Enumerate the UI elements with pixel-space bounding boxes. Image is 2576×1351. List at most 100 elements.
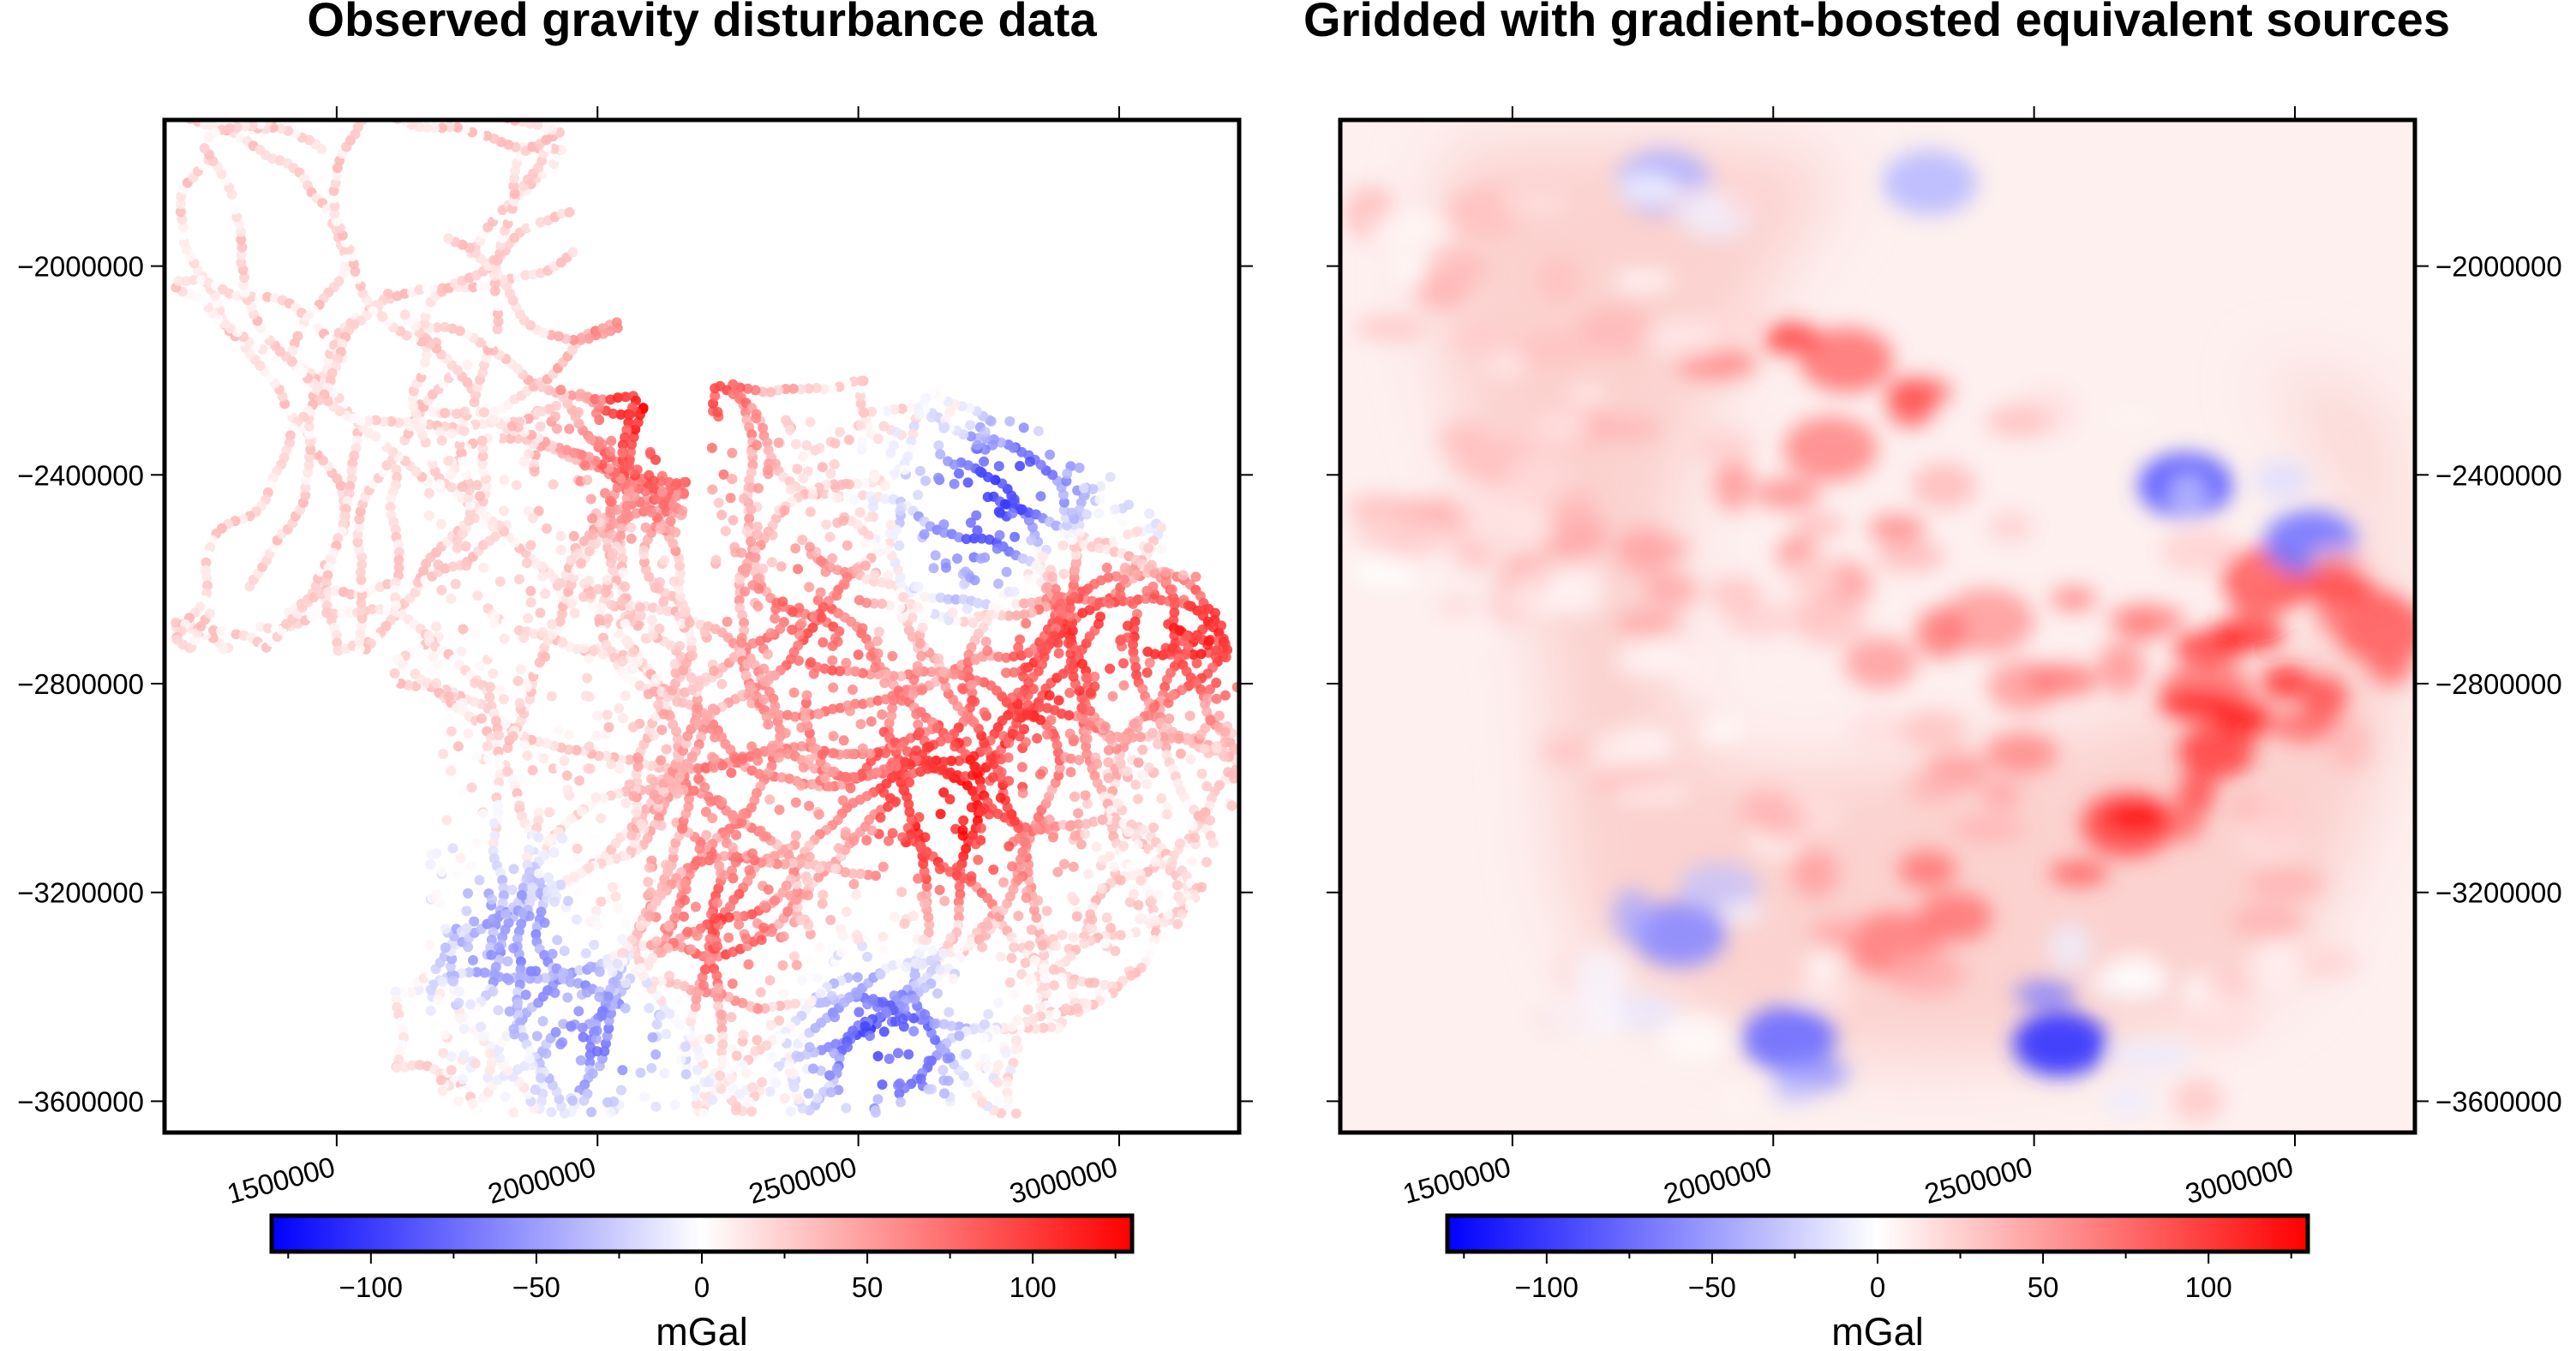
observation-point (579, 460, 590, 471)
observation-point (682, 926, 693, 937)
observation-point (525, 585, 536, 596)
observation-point (305, 444, 316, 455)
observation-point (483, 753, 494, 764)
observation-point (798, 473, 809, 484)
observation-point (614, 702, 625, 714)
observation-point (1021, 618, 1032, 629)
observation-point (830, 438, 841, 449)
observation-point (236, 257, 247, 268)
observation-point (867, 539, 878, 550)
observation-point (607, 966, 618, 977)
observation-point (563, 729, 574, 740)
observation-point (469, 512, 480, 523)
observation-point (178, 230, 189, 241)
observation-point (638, 545, 650, 556)
observation-point (1081, 741, 1092, 752)
observation-point (655, 604, 666, 615)
observation-point (716, 1024, 728, 1035)
observation-point (635, 920, 646, 931)
observation-point (304, 436, 315, 447)
observation-point (864, 769, 875, 780)
observation-point (741, 525, 752, 536)
observation-point (1199, 605, 1210, 615)
observation-point (356, 620, 367, 631)
observation-point (742, 383, 753, 394)
observation-point (1068, 931, 1079, 942)
observation-point (954, 756, 965, 766)
observation-point (824, 531, 836, 542)
observation-point (919, 529, 930, 540)
observation-point (655, 1010, 666, 1021)
observation-point (744, 864, 755, 876)
observation-point (785, 484, 796, 495)
observation-point (602, 613, 614, 625)
observation-point (508, 1107, 519, 1118)
observation-point (920, 475, 931, 487)
observation-point (498, 536, 509, 547)
observation-point (904, 806, 915, 817)
observation-point (208, 625, 219, 636)
observation-point (640, 522, 651, 533)
observation-point (1003, 600, 1015, 610)
observation-point (777, 959, 788, 971)
observation-point (564, 423, 575, 434)
observation-point (987, 772, 998, 783)
observation-point (444, 122, 455, 133)
observation-point (446, 726, 457, 737)
observation-point (847, 749, 858, 760)
observation-point (856, 444, 867, 455)
observation-point (523, 613, 534, 624)
observation-point (508, 1024, 519, 1035)
observation-point (477, 451, 488, 462)
observation-point (765, 628, 776, 638)
observation-point (589, 939, 600, 950)
observation-point (488, 668, 499, 679)
observation-point (818, 637, 829, 648)
observation-point (447, 976, 458, 987)
observation-point (482, 130, 493, 141)
observation-point (584, 575, 595, 586)
observation-point (805, 416, 816, 427)
observation-point (505, 433, 516, 444)
observation-point (1156, 793, 1167, 804)
observation-point (752, 439, 763, 451)
observation-point (329, 608, 340, 619)
observation-point (1142, 646, 1153, 657)
observation-point (546, 690, 557, 702)
observation-point (512, 998, 524, 1008)
observation-point (806, 735, 817, 746)
observation-point (887, 650, 898, 661)
observation-point (743, 690, 754, 701)
observation-point (482, 741, 493, 751)
observation-point (462, 359, 473, 370)
observation-point (499, 475, 510, 486)
observation-point (471, 966, 482, 977)
observation-point (1088, 816, 1099, 828)
observation-point (829, 459, 840, 469)
observation-point (887, 772, 898, 783)
observation-point (515, 664, 526, 675)
observation-point (304, 98, 315, 108)
observation-point (365, 99, 375, 110)
observation-point (620, 918, 631, 930)
observation-point (894, 541, 905, 551)
observation-point (1059, 858, 1069, 870)
observation-point (764, 1086, 776, 1097)
observation-point (432, 322, 443, 333)
observation-point (1023, 975, 1034, 986)
observation-point (646, 1062, 657, 1073)
observation-point (494, 754, 505, 765)
observation-point (578, 643, 590, 654)
observation-point (390, 577, 401, 588)
observation-point (764, 975, 776, 986)
observation-point (1093, 508, 1105, 519)
observation-point (594, 613, 605, 625)
observation-point (895, 505, 906, 517)
observation-point (596, 439, 608, 450)
observation-point (565, 977, 576, 988)
observation-point (406, 1060, 417, 1071)
observation-point (757, 1077, 768, 1088)
observation-point (680, 1069, 692, 1079)
observation-point (1038, 1022, 1049, 1033)
observation-point (938, 667, 950, 678)
